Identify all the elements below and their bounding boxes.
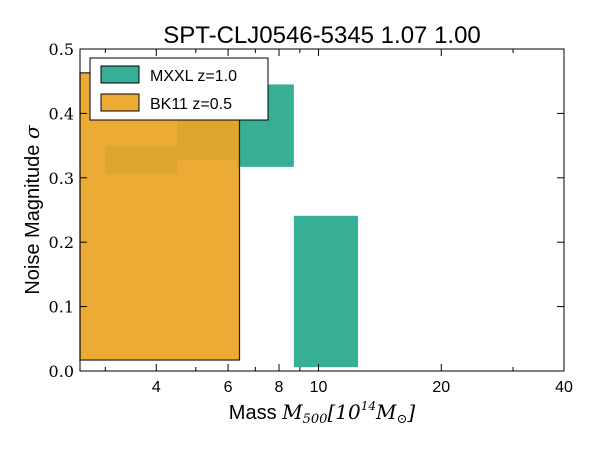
y-axis-label-symbol: σ <box>20 124 44 139</box>
y-axis-label-prefix: Noise Magnitude <box>22 139 44 295</box>
y-tick-label: 0.1 <box>49 298 74 317</box>
legend-swatch-mxxl <box>100 65 140 84</box>
y-tick-label: 0.2 <box>49 233 74 252</box>
x-axis-label-prefix: Mass <box>229 402 282 424</box>
x-axis-label-bracket-close: ] <box>406 400 415 424</box>
plot-frame <box>79 48 565 372</box>
x-axis-label-mass-subscript: ⊙ <box>396 412 407 427</box>
bk11-bin-0 <box>79 72 241 361</box>
x-tick-label: 6 <box>224 379 233 396</box>
y-axis-ticks: 0.0 0.1 0.2 0.3 0.4 0.5 <box>49 40 564 381</box>
x-axis-label-bracket-open: [10 <box>327 400 361 424</box>
y-axis-label: Noise Magnitude σ <box>20 124 44 295</box>
x-axis-ticks: 4 6 8 10 20 40 <box>104 49 573 396</box>
x-axis-label: Mass M500[1014M⊙] <box>229 399 416 427</box>
chart-title: SPT-CLJ0546-5345 1.07 1.00 <box>163 22 481 49</box>
legend-swatch-bk11 <box>100 93 140 112</box>
x-tick-label: 4 <box>152 379 161 396</box>
x-tick-label: 10 <box>310 379 328 396</box>
y-tick-label: 0.3 <box>49 169 74 188</box>
x-axis-label-symbol: M <box>281 400 303 424</box>
x-axis-label-subscript: 500 <box>303 412 328 427</box>
x-tick-label: 20 <box>432 379 450 396</box>
x-tick-label: 40 <box>555 379 573 396</box>
y-tick-label: 0.4 <box>49 104 74 123</box>
legend-label-bk11: BK11 z=0.5 <box>150 96 232 113</box>
y-tick-label: 0.0 <box>49 362 74 381</box>
legend: MXXL z=1.0 BK11 z=0.5 <box>89 57 269 121</box>
x-axis-label-exponent: 14 <box>361 399 376 413</box>
x-axis-label-mass-symbol: M <box>375 400 397 424</box>
mxxl-bin-3 <box>293 215 359 368</box>
legend-label-mxxl: MXXL z=1.0 <box>150 68 237 85</box>
x-tick-label: 8 <box>275 379 284 396</box>
y-tick-label: 0.5 <box>49 40 74 59</box>
